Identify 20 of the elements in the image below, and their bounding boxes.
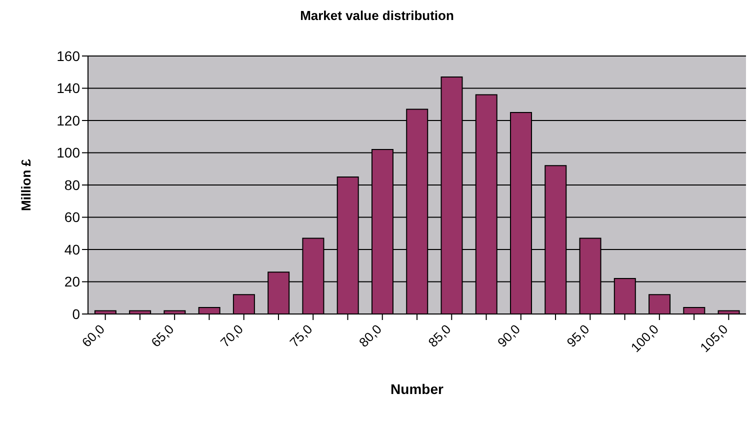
x-axis-title: Number: [390, 381, 444, 397]
x-tick-label: 90,0: [494, 322, 524, 350]
y-tick-label: 0: [72, 306, 80, 322]
x-tick-label: 65,0: [148, 322, 177, 350]
y-tick-label: 60: [64, 209, 80, 226]
y-tick-label: 100: [56, 144, 80, 161]
x-tick-label: 75,0: [286, 322, 316, 350]
x-tick-label: 60,0: [78, 322, 108, 350]
x-tick-label: 95,0: [564, 322, 592, 350]
y-tick-label: 140: [56, 80, 80, 96]
x-tick-label: 70,0: [217, 322, 246, 350]
y-tick-label: 120: [56, 112, 80, 128]
y-tick-label: 40: [64, 241, 80, 258]
x-tick-label: 85,0: [425, 322, 454, 350]
y-tick-label: 160: [56, 48, 80, 64]
chart-title: Market value distribution: [299, 8, 455, 25]
y-tick-label: 80: [64, 176, 80, 193]
y-axis-title: Million £: [18, 158, 34, 211]
y-tick-label: 20: [64, 274, 80, 290]
x-tick-label: 80,0: [356, 322, 384, 350]
